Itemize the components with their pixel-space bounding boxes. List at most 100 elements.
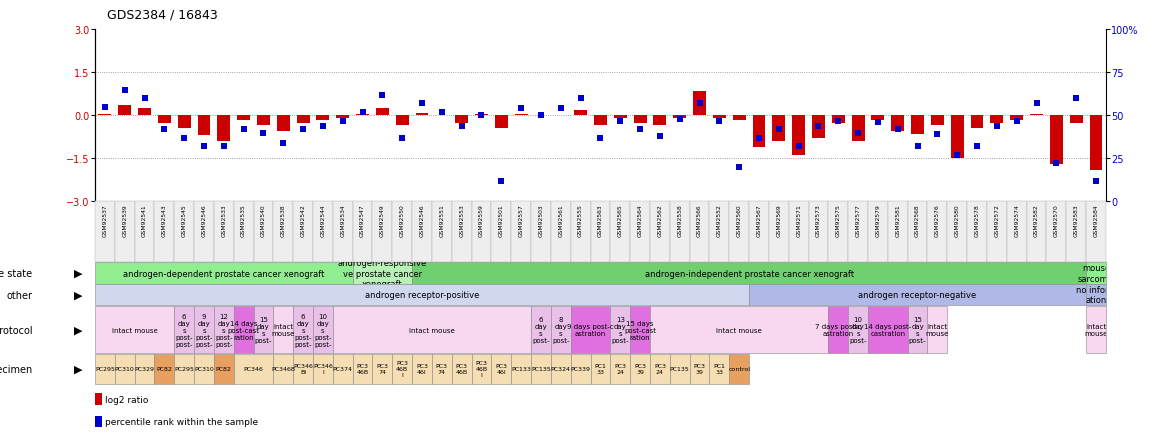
Text: GSM92575: GSM92575 — [836, 204, 841, 237]
Bar — [1086, 306, 1106, 353]
Bar — [951, 116, 963, 159]
Bar — [970, 116, 983, 129]
Bar — [237, 116, 250, 120]
Bar — [749, 202, 769, 263]
Bar — [908, 202, 928, 263]
Bar — [195, 202, 214, 263]
Bar — [491, 354, 511, 384]
Text: GSM92544: GSM92544 — [321, 204, 325, 236]
Text: other: other — [6, 290, 32, 300]
Text: GSM92576: GSM92576 — [935, 204, 940, 236]
Bar — [1006, 202, 1027, 263]
Text: PC3
24: PC3 24 — [654, 364, 666, 374]
Text: GDS2384 / 16843: GDS2384 / 16843 — [107, 9, 218, 22]
Bar — [353, 354, 373, 384]
Text: GSM92574: GSM92574 — [1014, 204, 1019, 236]
Bar — [316, 116, 329, 120]
Bar — [1050, 116, 1063, 164]
Bar — [313, 306, 332, 353]
Text: 10
day
s
post-: 10 day s post- — [849, 316, 867, 343]
Text: 15 days
post-cast
ration: 15 days post-cast ration — [624, 320, 657, 340]
Bar — [353, 263, 412, 284]
Bar — [432, 354, 452, 384]
Bar — [630, 202, 650, 263]
Text: disease state: disease state — [0, 269, 32, 278]
Bar — [118, 106, 131, 116]
Bar — [630, 354, 650, 384]
Text: GSM92565: GSM92565 — [617, 204, 623, 236]
Bar — [277, 116, 290, 132]
Bar — [336, 116, 350, 118]
Bar — [273, 306, 293, 353]
Bar — [610, 202, 630, 263]
Text: GSM92578: GSM92578 — [975, 204, 980, 236]
Text: PC346B: PC346B — [271, 366, 295, 372]
Bar — [218, 116, 230, 142]
Text: PC374: PC374 — [332, 366, 353, 372]
Bar — [313, 202, 332, 263]
Text: GSM92543: GSM92543 — [162, 204, 167, 236]
Text: GSM92533: GSM92533 — [221, 204, 226, 236]
Text: GSM92545: GSM92545 — [182, 204, 186, 236]
Bar — [730, 202, 749, 263]
Bar — [710, 202, 730, 263]
Text: 15
day
s
post-: 15 day s post- — [909, 316, 926, 343]
Text: GSM92560: GSM92560 — [736, 204, 741, 236]
Text: GSM92569: GSM92569 — [776, 204, 782, 236]
Text: PC135: PC135 — [669, 366, 689, 372]
Text: GSM92572: GSM92572 — [995, 204, 999, 237]
Bar — [571, 202, 591, 263]
Bar — [610, 306, 630, 353]
Bar — [416, 114, 428, 116]
Text: 8
day
s
post-: 8 day s post- — [552, 316, 570, 343]
Text: GSM92540: GSM92540 — [261, 204, 266, 236]
Text: PC310: PC310 — [115, 366, 134, 372]
Text: PC3
46B: PC3 46B — [455, 364, 468, 374]
Bar — [435, 115, 448, 116]
Bar — [138, 109, 151, 116]
Text: GSM92541: GSM92541 — [142, 204, 147, 236]
Bar — [908, 306, 928, 353]
Bar — [514, 115, 528, 116]
Text: 15
day
s
post-: 15 day s post- — [255, 316, 272, 343]
Bar — [591, 202, 610, 263]
Text: GSM92546: GSM92546 — [201, 204, 206, 236]
Bar — [571, 306, 610, 353]
Bar — [947, 202, 967, 263]
Text: GSM92564: GSM92564 — [638, 204, 643, 236]
Bar — [455, 116, 468, 123]
Bar — [432, 202, 452, 263]
Bar — [690, 354, 710, 384]
Bar — [1047, 202, 1067, 263]
Text: PC3
74: PC3 74 — [435, 364, 448, 374]
Text: GSM92559: GSM92559 — [479, 204, 484, 236]
Bar — [532, 306, 551, 353]
Bar — [452, 202, 471, 263]
Text: PC133: PC133 — [511, 366, 532, 372]
Bar — [214, 202, 234, 263]
Bar — [115, 202, 134, 263]
Text: GSM92584: GSM92584 — [1093, 204, 1099, 236]
Bar — [1027, 202, 1047, 263]
Text: GSM92561: GSM92561 — [558, 204, 563, 236]
Bar — [511, 354, 532, 384]
Text: 13
day
s
post-: 13 day s post- — [611, 316, 629, 343]
Bar — [412, 263, 1086, 284]
Text: androgen-dependent prostate cancer xenograft: androgen-dependent prostate cancer xenog… — [123, 269, 324, 278]
Bar — [332, 306, 532, 353]
Bar — [848, 306, 868, 353]
Text: PC3
39: PC3 39 — [694, 364, 705, 374]
Bar — [753, 116, 765, 148]
Text: GSM92582: GSM92582 — [1034, 204, 1039, 236]
Bar — [195, 354, 214, 384]
Bar — [669, 202, 690, 263]
Bar — [257, 116, 270, 126]
Text: PC346
I: PC346 I — [313, 364, 332, 374]
Bar — [293, 354, 313, 384]
Text: GSM92568: GSM92568 — [915, 204, 921, 236]
Bar — [332, 354, 353, 384]
Bar — [494, 116, 507, 129]
Text: PC3
46I: PC3 46I — [496, 364, 507, 374]
Bar — [98, 115, 111, 116]
Bar — [987, 202, 1006, 263]
